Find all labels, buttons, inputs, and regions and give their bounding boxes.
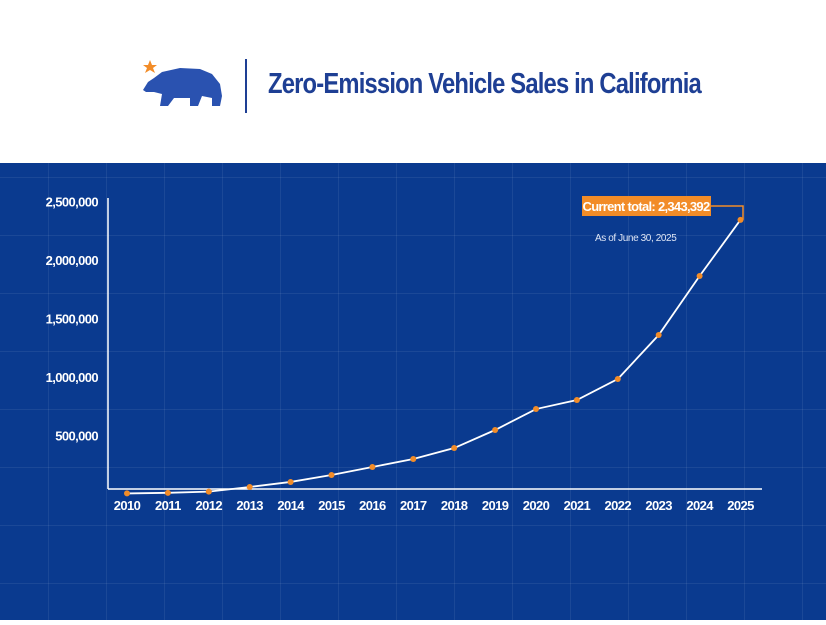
data-point [737, 216, 744, 223]
data-point [451, 445, 458, 452]
header: Zero-Emission Vehicle Sales in Californi… [0, 0, 826, 163]
x-tick-label: 2011 [155, 498, 181, 513]
data-point [655, 331, 662, 338]
x-tick-label: 2019 [482, 498, 509, 513]
chart-panel: 500,000 1,000,000 1,500,000 2,000,000 2,500,… [0, 163, 826, 620]
x-tick-label: 2012 [196, 498, 223, 513]
x-tick-label: 2025 [727, 498, 754, 513]
x-tick-label: 2017 [400, 498, 427, 513]
data-point [246, 483, 253, 490]
y-tick-label: 2,000,000 [46, 253, 99, 268]
x-tick-label: 2023 [645, 498, 672, 513]
line-chart: 500,000 1,000,000 1,500,000 2,000,000 2,500,… [46, 195, 762, 513]
x-tick-label: 2013 [236, 498, 263, 513]
data-point [205, 488, 212, 495]
y-tick-label: 500,000 [55, 429, 98, 444]
x-tick-label: 2020 [523, 498, 550, 513]
data-point [328, 472, 335, 479]
x-tick-label: 2018 [441, 498, 468, 513]
data-point [164, 489, 171, 496]
x-tick-label: 2021 [564, 498, 591, 513]
data-point [369, 463, 376, 470]
data-point [573, 397, 580, 404]
data-point [124, 490, 130, 497]
data-point [614, 375, 621, 382]
callout-note: As of June 30, 2025 [595, 233, 677, 244]
x-tick-label: 2022 [605, 498, 632, 513]
data-point [696, 273, 703, 280]
callout-leader [711, 205, 744, 220]
data-point [492, 427, 499, 434]
x-tick-label: 2014 [277, 498, 305, 513]
y-tick-label: 1,500,000 [46, 312, 99, 327]
callout-label: Current total: 2,343,392 [583, 199, 710, 214]
header-divider [245, 59, 247, 113]
california-bear-logo-icon [143, 60, 222, 106]
callout-box [582, 196, 711, 216]
data-point [410, 456, 417, 463]
page-title: Zero-Emission Vehicle Sales in Californi… [268, 68, 702, 100]
data-point [533, 406, 539, 413]
x-tick-label: 2010 [114, 498, 141, 513]
x-tick-label: 2024 [686, 498, 714, 513]
x-tick-label: 2015 [318, 498, 345, 513]
y-tick-label: 1,000,000 [46, 370, 99, 385]
series-line [126, 219, 742, 495]
x-tick-label: 2016 [359, 498, 386, 513]
y-tick-label: 2,500,000 [46, 195, 99, 210]
data-point [287, 478, 294, 485]
